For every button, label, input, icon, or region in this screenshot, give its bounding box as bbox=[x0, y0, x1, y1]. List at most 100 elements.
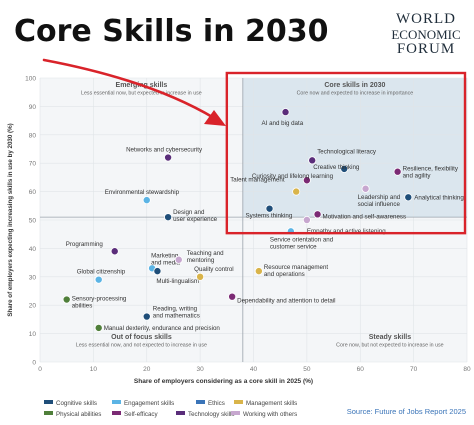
legend-label: Physical abilities bbox=[56, 411, 101, 418]
data-point-label: AI and big data bbox=[262, 120, 304, 127]
data-point bbox=[94, 323, 103, 332]
x-tick-label: 50 bbox=[303, 366, 311, 373]
data-point bbox=[228, 292, 237, 301]
y-tick-label: 50 bbox=[29, 218, 37, 225]
legend-swatch bbox=[231, 411, 240, 415]
data-point-label: Quality control bbox=[194, 266, 234, 273]
data-point-label: Systems thinking bbox=[246, 213, 293, 220]
data-point-label: Environmental stewardship bbox=[105, 189, 180, 196]
quadrant-subtitle: Less essential now, and not expected to … bbox=[76, 343, 207, 349]
data-point-label: Resource management and operations bbox=[264, 264, 329, 278]
data-point-label: Design and user experience bbox=[173, 209, 218, 223]
data-point bbox=[281, 108, 290, 117]
data-point bbox=[142, 312, 151, 321]
data-point bbox=[302, 176, 311, 185]
data-point-label: Creative thinking bbox=[313, 164, 360, 171]
data-point-label: Resilience, flexibility and agility bbox=[403, 166, 459, 180]
data-point bbox=[142, 196, 151, 205]
y-tick-label: 90 bbox=[29, 104, 37, 111]
legend-label: Technology skills bbox=[188, 411, 234, 418]
y-tick-label: 100 bbox=[25, 76, 36, 83]
data-point bbox=[254, 267, 263, 276]
data-point bbox=[94, 275, 103, 284]
wef-logo: WORLD ECONOMIC FORUM bbox=[384, 12, 468, 57]
data-point bbox=[62, 295, 71, 304]
data-point-label: Networks and cybersecurity bbox=[126, 147, 203, 154]
x-tick-label: 0 bbox=[38, 366, 42, 373]
data-point bbox=[265, 204, 274, 213]
legend-label: Ethics bbox=[208, 400, 225, 407]
legend-label: Cognitive skills bbox=[56, 400, 97, 407]
data-point-label: Talent management bbox=[230, 177, 285, 184]
legend-swatch bbox=[44, 411, 53, 415]
legend-swatch bbox=[112, 411, 121, 415]
data-point bbox=[361, 184, 370, 193]
data-point bbox=[308, 156, 317, 165]
y-axis-label: Share of employers expecting increasing … bbox=[7, 123, 14, 316]
quadrant-subtitle: Less essential now, but expected to incr… bbox=[81, 91, 202, 97]
data-point-label: Teaching and mentoring bbox=[187, 250, 224, 264]
highlight-arrow bbox=[42, 58, 216, 120]
legend-swatch bbox=[176, 411, 185, 415]
logo-line-2: ECONOMIC bbox=[391, 27, 461, 42]
data-point bbox=[313, 210, 322, 219]
data-point-label: Curiosity and lifelong learning bbox=[252, 173, 334, 180]
core-quadrant-fill bbox=[242, 78, 467, 218]
y-tick-label: 20 bbox=[29, 303, 37, 310]
x-tick-label: 60 bbox=[357, 366, 365, 373]
data-point-label: Service orientation and customer service bbox=[270, 236, 334, 250]
x-tick-label: 30 bbox=[197, 366, 205, 373]
y-tick-label: 40 bbox=[29, 246, 37, 253]
data-point bbox=[292, 187, 301, 196]
data-point-label: Sensory-processing abilities bbox=[72, 296, 127, 310]
legend-swatch bbox=[112, 400, 121, 404]
data-point bbox=[164, 153, 173, 162]
data-point-label: Analytical thinking bbox=[414, 194, 464, 201]
logo-line-3: FORUM bbox=[396, 41, 456, 57]
data-point-label: Motivation and self-awareness bbox=[323, 213, 407, 220]
legend-swatch bbox=[196, 400, 205, 404]
data-point-label: Dependability and attention to detail bbox=[237, 298, 335, 305]
page-title: Core Skills in 2030 bbox=[14, 14, 329, 49]
data-point-label: Leadership and social influence bbox=[358, 194, 401, 208]
data-point-label: Empathy and active listening bbox=[307, 228, 386, 235]
x-tick-label: 10 bbox=[90, 366, 98, 373]
data-point-label: Manual dexterity, endurance and precisio… bbox=[104, 325, 221, 332]
data-point bbox=[393, 167, 402, 176]
y-tick-label: 80 bbox=[29, 132, 37, 139]
y-tick-label: 70 bbox=[29, 161, 37, 168]
data-point bbox=[302, 215, 311, 224]
quadrant-subtitle: Core now, but not expected to increase i… bbox=[336, 343, 444, 349]
data-point bbox=[174, 255, 183, 264]
data-point bbox=[153, 267, 162, 276]
legend-label: Engagement skills bbox=[124, 400, 174, 407]
data-point-label: Global citizenship bbox=[77, 269, 126, 276]
source-text: Source: Future of Jobs Report 2025 bbox=[347, 407, 466, 416]
legend-label: Management skills bbox=[246, 400, 297, 407]
x-tick-label: 40 bbox=[250, 366, 258, 373]
data-point-label: Marketing and media bbox=[151, 252, 180, 266]
legend-swatch bbox=[234, 400, 243, 404]
legend-label: Working with others bbox=[243, 411, 297, 418]
arrow-head bbox=[204, 110, 226, 126]
x-axis-label: Share of employers considering as a core… bbox=[134, 378, 313, 385]
data-point bbox=[196, 272, 205, 281]
quadrant-title: Core skills in 2030 bbox=[324, 82, 385, 89]
legend-label: Self-efficacy bbox=[124, 411, 158, 418]
quadrant-title: Out of focus skills bbox=[111, 334, 172, 341]
y-tick-label: 30 bbox=[29, 274, 37, 281]
quadrant-subtitle: Core now and expected to increase in imp… bbox=[297, 91, 414, 97]
core-highlight-box bbox=[225, 71, 467, 235]
data-point bbox=[340, 164, 349, 173]
data-point-label: Reading, writing and mathematics bbox=[153, 306, 200, 320]
data-point bbox=[404, 193, 413, 202]
data-point-label: Technological literacy bbox=[317, 148, 377, 155]
y-tick-label: 0 bbox=[32, 360, 36, 367]
y-tick-label: 60 bbox=[29, 189, 37, 196]
logo-line-1: WORLD bbox=[396, 11, 456, 27]
x-tick-label: 80 bbox=[463, 366, 471, 373]
data-point-label: Programming bbox=[66, 241, 104, 248]
data-point bbox=[110, 247, 119, 256]
legend-swatch bbox=[44, 400, 53, 404]
